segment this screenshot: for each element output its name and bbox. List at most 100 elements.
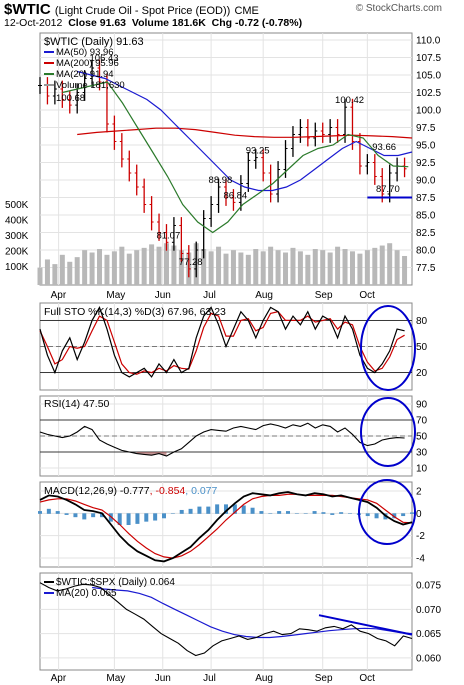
price-annotation: 87.70 xyxy=(376,184,400,195)
sto-y-tick-label: 50 xyxy=(416,342,428,353)
price-annotation: 77.28 xyxy=(179,257,203,268)
header-date: 12-Oct-2012 xyxy=(4,17,63,29)
volume-bar xyxy=(126,253,132,285)
volume-value: 181.6K xyxy=(171,17,206,29)
macd-hist-bar xyxy=(392,513,397,519)
header-exchange: CME xyxy=(234,5,259,17)
price-y-tick-label: 107.5 xyxy=(416,53,441,64)
price-annotation: 100.42 xyxy=(335,95,364,106)
volume-bar xyxy=(163,243,169,285)
price-annotation: 88.98 xyxy=(209,175,233,186)
volume-bar xyxy=(52,264,58,285)
price-legend-entry: MA(20) 91.94 xyxy=(56,69,114,80)
volume-bar xyxy=(97,249,103,285)
price-annotation: 81.07 xyxy=(156,230,180,241)
x-axis-label-bottom: Apr xyxy=(51,673,67,684)
price-y-tick-label: 87.5 xyxy=(416,193,436,204)
sto-d-line xyxy=(39,311,405,375)
macd-hist-bar xyxy=(82,513,87,520)
macd-hist-bar xyxy=(55,511,60,514)
volume-bar xyxy=(297,251,303,285)
macd-hist-bar xyxy=(179,509,184,514)
macd-hist-bar xyxy=(286,511,290,514)
macd-panel-frame xyxy=(39,481,413,568)
volume-bar xyxy=(59,254,65,285)
price-y-tick-label: 92.5 xyxy=(416,158,436,169)
ratio-line xyxy=(39,582,413,657)
ratio-trend-line xyxy=(318,614,413,636)
volume-bar xyxy=(245,254,251,285)
sto-y-tick-label: 80 xyxy=(416,316,428,327)
volume-bar xyxy=(74,257,80,285)
volume-bar xyxy=(402,255,408,285)
price-annotation: 100.68 xyxy=(56,93,85,104)
x-axis-label: May xyxy=(106,290,125,301)
volume-bar xyxy=(260,251,266,285)
volume-bar xyxy=(134,250,140,285)
ratio-y-tick-label: 0.070 xyxy=(416,605,441,616)
volume-bar xyxy=(238,252,244,285)
macd-hist-bar xyxy=(277,511,282,514)
ma50-line xyxy=(77,70,413,192)
macd-y-tick-label: 2 xyxy=(416,486,422,497)
x-axis-label: Oct xyxy=(359,290,375,301)
volume-bar xyxy=(178,250,184,285)
macd-hist-bar xyxy=(294,513,299,514)
sto-k-line xyxy=(39,305,405,378)
volume-bar xyxy=(208,251,214,285)
volume-bar xyxy=(357,253,363,285)
volume-bar xyxy=(335,246,341,285)
price-y-tick-label: 110.0 xyxy=(416,36,441,47)
macd-hist-bar xyxy=(232,504,237,514)
x-axis-label-bottom: Jul xyxy=(203,673,216,684)
x-axis-label-bottom: Sep xyxy=(315,673,333,684)
x-axis-label-bottom: Jun xyxy=(155,673,171,684)
volume-bar xyxy=(312,249,318,285)
ratio-ma-line xyxy=(92,586,413,639)
sto-highlight-circle xyxy=(360,305,416,391)
volume-bar xyxy=(349,251,355,285)
header-symbol: $WTIC xyxy=(4,1,51,18)
price-annotation: 93.66 xyxy=(372,142,396,153)
rsi-highlight-circle xyxy=(360,397,416,467)
x-axis-label: Aug xyxy=(255,290,273,301)
volume-bar xyxy=(201,249,207,285)
price-legend-entry: Volume 181,630 xyxy=(56,80,125,91)
volume-bar xyxy=(283,252,289,285)
rsi-y-tick-label: 30 xyxy=(416,448,428,459)
volume-bar xyxy=(111,251,117,285)
macd-hist-bar xyxy=(410,512,414,514)
brand-watermark: © StockCharts.com xyxy=(355,3,442,14)
volume-bar xyxy=(253,249,259,285)
volume-bar xyxy=(230,250,236,285)
header-description: (Light Crude Oil - Spot Price (EOD)) xyxy=(54,5,231,17)
x-axis-label: Jun xyxy=(155,290,171,301)
x-axis-label-bottom: May xyxy=(106,673,125,684)
macd-hist-bar xyxy=(365,513,370,517)
volume-bar xyxy=(89,252,95,285)
rsi-y-tick-label: 50 xyxy=(416,432,428,443)
price-legend-entry: MA(50) 93.96 xyxy=(56,47,114,58)
chart-header-stats: 12-Oct-2012 Close 91.63 Volume 181.6K Ch… xyxy=(4,17,302,29)
close-label: Close xyxy=(68,17,97,29)
macd-hist-bar xyxy=(38,511,42,514)
chart-header-title: $WTIC (Light Crude Oil - Spot Price (EOD… xyxy=(4,1,259,18)
macd-hist-bar xyxy=(268,513,273,514)
volume-bar xyxy=(364,250,370,285)
macd-hist-bar xyxy=(339,512,344,514)
macd-y-tick-label: 0 xyxy=(416,509,422,520)
macd-line xyxy=(39,491,413,563)
volume-bar xyxy=(275,250,281,285)
rsi-y-tick-label: 90 xyxy=(416,400,428,411)
x-axis-label-bottom: Aug xyxy=(255,673,273,684)
volume-tick-label: 400K xyxy=(5,216,29,227)
price-y-tick-label: 90.0 xyxy=(416,176,436,187)
macd-hist-bar xyxy=(100,513,104,518)
sto-panel-title: Full STO %K(14,3) %D(3) 67.96, 63.23 xyxy=(44,306,226,318)
volume-bar xyxy=(305,254,311,285)
price-legend-entry: MA(200) 95.96 xyxy=(56,58,119,69)
rsi-oversold-fill xyxy=(136,452,167,456)
close-value: 91.63 xyxy=(99,17,127,29)
price-annotation: 106.43 xyxy=(90,53,119,64)
